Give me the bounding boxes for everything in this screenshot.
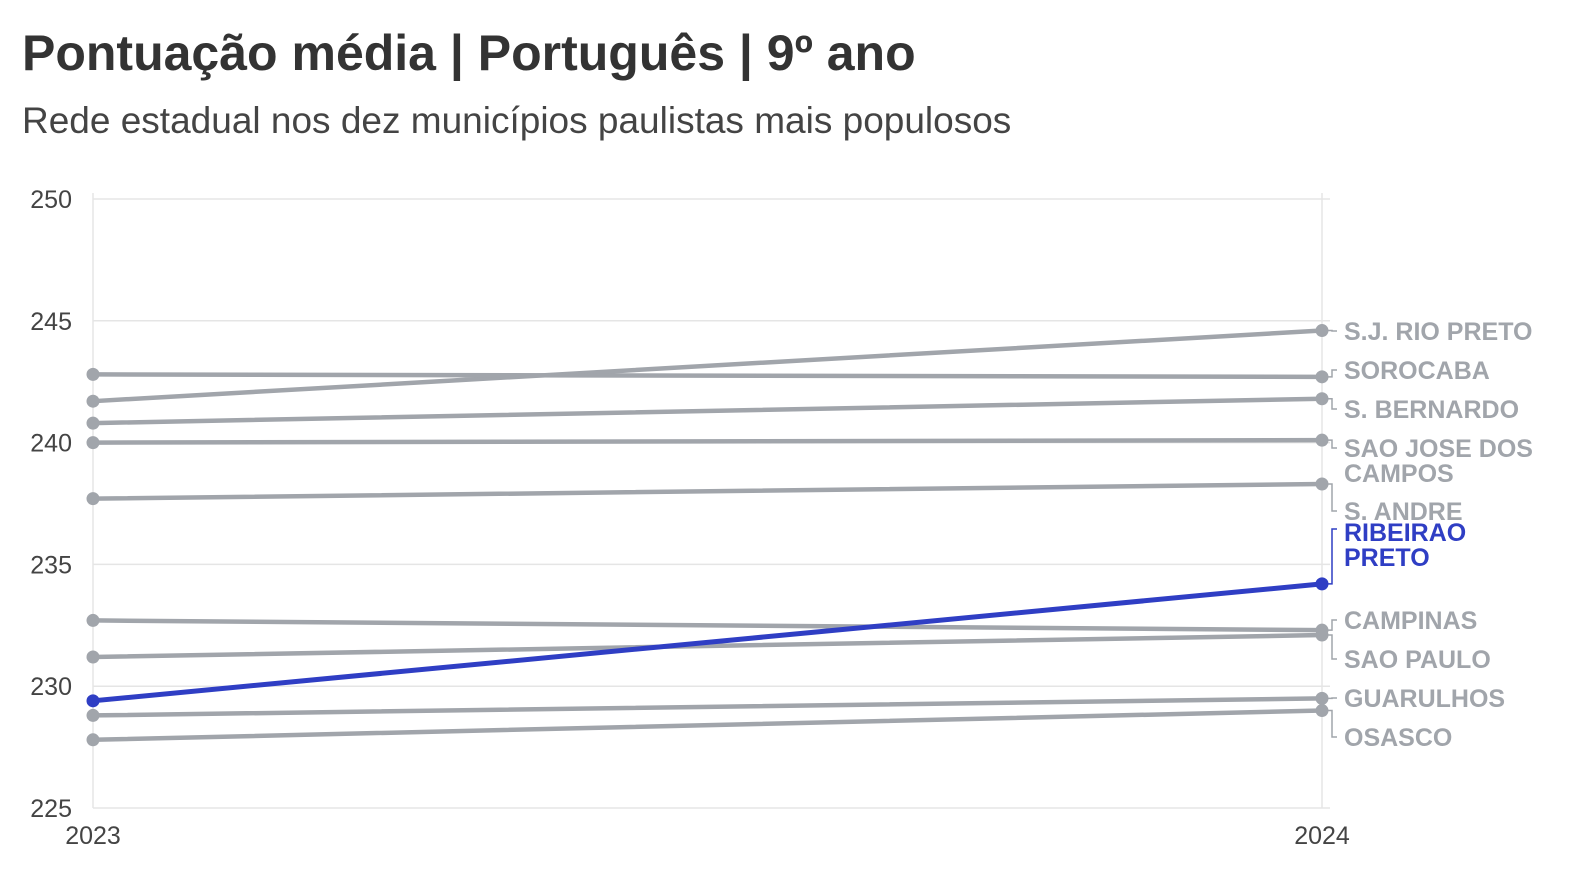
series-line-osasco bbox=[90, 708, 1325, 743]
point-2023-sao-paulo bbox=[86, 650, 100, 664]
series-label-sao-jose-dos-campos: CAMPOS bbox=[1344, 460, 1454, 488]
x-tick-label: 2024 bbox=[1294, 822, 1350, 850]
label-connector-ribeirao-preto bbox=[1328, 528, 1337, 585]
label-bracket-sao-paulo bbox=[1328, 634, 1337, 660]
label-bracket-s-bernardo bbox=[1328, 398, 1337, 410]
label-connector-sao-paulo bbox=[1328, 634, 1337, 660]
series-line-ribeirao-preto bbox=[90, 581, 1325, 704]
series-line-s-bernardo bbox=[90, 396, 1325, 426]
label-bracket-osasco bbox=[1328, 709, 1337, 738]
series-line-s-andre bbox=[90, 481, 1325, 501]
point-2023-s-j-rio-preto bbox=[86, 394, 100, 408]
point-2024-osasco bbox=[1315, 704, 1329, 718]
y-tick-label: 245 bbox=[30, 308, 72, 336]
y-tick-label: 250 bbox=[30, 186, 72, 214]
point-2024-s-bernardo bbox=[1315, 392, 1329, 406]
series-label-guarulhos: GUARULHOS bbox=[1344, 685, 1505, 713]
series-line-sao-jose-dos-campos bbox=[90, 437, 1325, 445]
label-connector-osasco bbox=[1328, 709, 1337, 738]
point-2023-sorocaba bbox=[86, 367, 100, 381]
label-connector-s-bernardo bbox=[1328, 398, 1337, 410]
label-connector-sao-jose-dos-campos bbox=[1328, 439, 1337, 449]
label-bracket-ribeirao-preto bbox=[1328, 528, 1337, 585]
point-2023-s-bernardo bbox=[86, 416, 100, 430]
series-line-sorocaba bbox=[90, 372, 1325, 380]
chart-title: Pontuação média | Português | 9º ano bbox=[22, 25, 916, 81]
point-2024-s-andre bbox=[1315, 477, 1329, 491]
point-2023-guarulhos bbox=[86, 708, 100, 722]
point-2023-osasco bbox=[86, 733, 100, 747]
series-label-ribeirao-preto: RIBEIRAO bbox=[1344, 519, 1466, 547]
series-label-s-andre: S. ANDRE bbox=[1344, 498, 1463, 526]
series-label-sao-jose-dos-campos: SAO JOSE DOS bbox=[1344, 435, 1533, 463]
y-tick-label: 230 bbox=[30, 673, 72, 701]
label-bracket-sao-jose-dos-campos bbox=[1328, 439, 1337, 449]
series-label-ribeirao-preto: PRETO bbox=[1344, 544, 1430, 572]
y-tick-label: 240 bbox=[30, 430, 72, 458]
series-line-sao-paulo bbox=[90, 632, 1325, 660]
label-bracket-campinas bbox=[1328, 619, 1337, 631]
label-connector-campinas bbox=[1328, 619, 1337, 631]
point-2023-ribeirao-preto bbox=[86, 694, 100, 708]
series-label-campinas: CAMPINAS bbox=[1344, 607, 1477, 635]
point-2024-s-j-rio-preto bbox=[1315, 324, 1329, 338]
series-labels: S.J. RIO PRETO SOROCABA S. BERNARDO SAO JOS… bbox=[1328, 318, 1533, 752]
series-line-guarulhos bbox=[90, 696, 1325, 718]
point-2024-guarulhos bbox=[1315, 691, 1329, 705]
point-2023-campinas bbox=[86, 613, 100, 627]
point-2024-sao-paulo bbox=[1315, 628, 1329, 642]
x-tick-label: 2023 bbox=[65, 822, 121, 850]
series-label-s-j-rio-preto: S.J. RIO PRETO bbox=[1344, 318, 1532, 346]
y-tick-label: 235 bbox=[30, 551, 72, 579]
chart-subtitle: Rede estadual nos dez municípios paulist… bbox=[22, 100, 1012, 141]
label-connector-sorocaba bbox=[1328, 369, 1337, 378]
series-line-s-j-rio-preto bbox=[90, 328, 1325, 404]
label-connector-s-andre bbox=[1328, 483, 1337, 512]
series-label-s-bernardo: S. BERNARDO bbox=[1344, 396, 1519, 424]
point-2024-ribeirao-preto bbox=[1315, 577, 1329, 591]
series-line-campinas bbox=[90, 618, 1325, 633]
series-label-osasco: OSASCO bbox=[1344, 724, 1452, 752]
point-2024-sorocaba bbox=[1315, 370, 1329, 384]
y-tick-label: 225 bbox=[30, 795, 72, 823]
series-label-sao-paulo: SAO PAULO bbox=[1344, 646, 1491, 674]
label-bracket-sorocaba bbox=[1328, 369, 1337, 378]
point-2024-sao-jose-dos-campos bbox=[1315, 433, 1329, 447]
point-2023-s-andre bbox=[86, 492, 100, 506]
series-lines bbox=[86, 324, 1329, 747]
series-label-sorocaba: SOROCABA bbox=[1344, 357, 1490, 385]
point-2023-sao-jose-dos-campos bbox=[86, 436, 100, 450]
label-bracket-s-andre bbox=[1328, 483, 1337, 512]
axis-layer: 225 230 235 240 245 250 2023 2024 bbox=[30, 186, 1350, 850]
